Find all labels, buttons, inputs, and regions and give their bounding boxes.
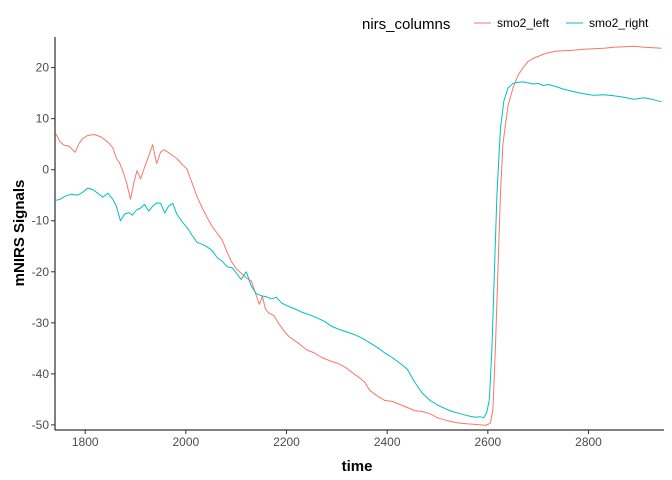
y-tick-label: -30 — [32, 316, 50, 330]
legend-label-smo2-right: smo2_right — [589, 16, 649, 30]
y-tick-label: 20 — [36, 61, 50, 75]
x-tick-label: 2000 — [173, 435, 200, 449]
x-tick-label: 2800 — [575, 435, 602, 449]
y-axis-title: mNIRS Signals — [11, 180, 28, 287]
axes-layer: 1800 2000 2200 2400 2600 2800 -50 -40 -30 -20 -10 0… — [32, 37, 664, 449]
y-tick-label: -10 — [32, 214, 50, 228]
x-axis-title: time — [342, 458, 373, 475]
series-line-smo2-left — [55, 45, 662, 426]
x-tick-label: 2200 — [273, 435, 300, 449]
series-layer — [55, 45, 662, 426]
series-line-smo2-right — [55, 81, 662, 419]
x-tick-label: 2400 — [374, 435, 401, 449]
y-tick-label: -40 — [32, 367, 50, 381]
x-tick-label: 2600 — [474, 435, 501, 449]
y-tick-label: -20 — [32, 265, 50, 279]
legend: nirs_columns smo2_left smo2_right — [362, 16, 649, 33]
legend-label-smo2-left: smo2_left — [497, 16, 550, 30]
y-tick-label: -50 — [32, 418, 50, 432]
y-tick-label: 0 — [42, 163, 49, 177]
y-tick-label: 10 — [36, 112, 50, 126]
x-tick-label: 1800 — [72, 435, 99, 449]
legend-title: nirs_columns — [362, 16, 450, 33]
